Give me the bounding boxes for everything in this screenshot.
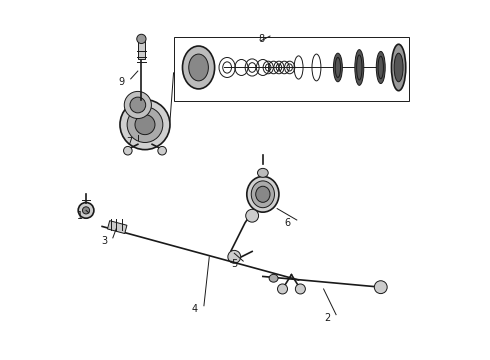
Bar xyxy=(138,37,145,59)
Text: 5: 5 xyxy=(231,259,238,269)
Bar xyxy=(173,37,409,102)
Circle shape xyxy=(295,284,305,294)
Circle shape xyxy=(123,147,132,155)
Ellipse shape xyxy=(182,46,215,89)
Circle shape xyxy=(130,97,146,113)
Circle shape xyxy=(120,100,170,150)
Bar xyxy=(107,221,127,234)
Ellipse shape xyxy=(394,53,403,82)
Ellipse shape xyxy=(256,186,270,202)
Text: 9: 9 xyxy=(119,77,125,87)
Text: 3: 3 xyxy=(101,236,107,246)
Circle shape xyxy=(245,209,259,222)
Circle shape xyxy=(82,207,90,214)
Circle shape xyxy=(158,147,167,155)
Circle shape xyxy=(137,34,146,44)
Circle shape xyxy=(127,107,163,143)
Ellipse shape xyxy=(333,53,343,82)
Ellipse shape xyxy=(251,181,274,208)
Circle shape xyxy=(124,91,151,118)
Ellipse shape xyxy=(392,44,406,91)
Ellipse shape xyxy=(247,176,279,212)
Text: 2: 2 xyxy=(324,312,330,323)
Circle shape xyxy=(78,203,94,218)
Text: 7: 7 xyxy=(126,138,132,148)
Text: 1: 1 xyxy=(77,211,83,221)
Circle shape xyxy=(277,284,288,294)
Ellipse shape xyxy=(269,274,278,282)
Ellipse shape xyxy=(258,168,268,177)
Ellipse shape xyxy=(189,54,208,81)
Circle shape xyxy=(228,250,241,263)
Text: 6: 6 xyxy=(285,218,291,228)
Ellipse shape xyxy=(376,51,385,84)
Ellipse shape xyxy=(355,50,364,85)
Text: 4: 4 xyxy=(192,303,198,314)
Circle shape xyxy=(374,281,387,294)
Circle shape xyxy=(135,114,155,135)
Text: 8: 8 xyxy=(258,34,264,44)
